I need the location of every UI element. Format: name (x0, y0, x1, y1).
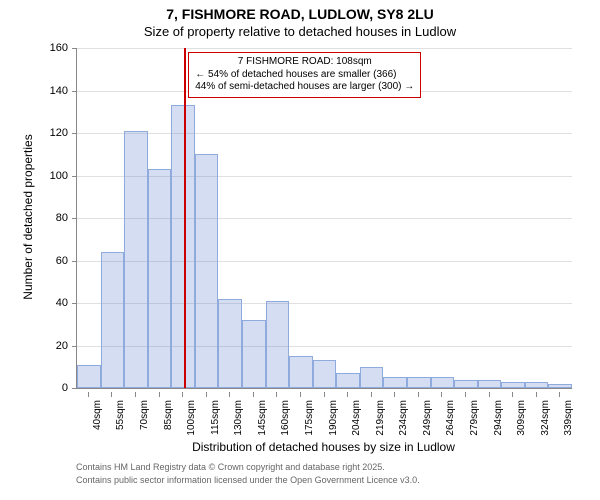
histogram-bar (360, 367, 384, 388)
histogram-bar (454, 380, 478, 389)
x-tick-mark (324, 392, 325, 397)
x-tick-mark (371, 392, 372, 397)
y-tick-mark (72, 388, 77, 389)
y-tick-mark (72, 218, 77, 219)
y-tick-label: 0 (62, 382, 68, 394)
x-tick-label: 234sqm (398, 400, 409, 436)
x-tick-label: 115sqm (210, 400, 221, 435)
y-tick-label: 80 (56, 212, 68, 224)
plot-area: 7 FISHMORE ROAD: 108sqm← 54% of detached… (76, 48, 572, 389)
x-tick-label: 219sqm (375, 400, 386, 436)
histogram-bar (501, 382, 525, 388)
x-tick-label: 145sqm (257, 400, 268, 436)
y-tick-mark (72, 261, 77, 262)
x-tick-mark (276, 392, 277, 397)
x-tick-mark (206, 392, 207, 397)
y-tick-label: 120 (50, 127, 68, 139)
x-tick-label: 324sqm (540, 400, 551, 436)
x-tick-mark (300, 392, 301, 397)
x-tick-mark (394, 392, 395, 397)
footer-line-2: Contains public sector information licen… (76, 475, 420, 485)
x-tick-labels: 40sqm 55sqm 70sqm 85sqm 100sqm 115sqm 130sqm 14… (76, 392, 571, 442)
histogram-bar (383, 377, 407, 388)
histogram-bar (548, 384, 572, 388)
x-tick-mark (159, 392, 160, 397)
x-tick-label: 294sqm (493, 400, 504, 436)
x-tick-label: 204sqm (351, 400, 362, 436)
y-tick-label: 20 (56, 340, 68, 352)
histogram-bar (266, 301, 290, 388)
histogram-bar (478, 380, 502, 389)
x-tick-mark (253, 392, 254, 397)
histogram-bar (77, 365, 101, 388)
histogram-bar (525, 382, 549, 388)
histogram-bar (171, 105, 195, 388)
histogram-bar (124, 131, 148, 388)
y-tick-mark (72, 91, 77, 92)
x-tick-mark (229, 392, 230, 397)
histogram-bar (101, 252, 125, 388)
gridline (77, 133, 572, 134)
x-tick-label: 175sqm (304, 400, 315, 436)
y-tick-label: 60 (56, 255, 68, 267)
x-tick-label: 100sqm (186, 400, 197, 436)
x-tick-mark (418, 392, 419, 397)
y-tick-mark (72, 303, 77, 304)
x-tick-label: 249sqm (422, 400, 433, 436)
x-tick-mark (559, 392, 560, 397)
x-tick-mark (465, 392, 466, 397)
chart-title-sub: Size of property relative to detached ho… (0, 24, 600, 39)
x-tick-label: 40sqm (92, 400, 103, 430)
histogram-bar (289, 356, 313, 388)
x-tick-label: 70sqm (139, 400, 150, 430)
histogram-bar (218, 299, 242, 388)
x-tick-label: 309sqm (516, 400, 527, 436)
histogram-bar (407, 377, 431, 388)
x-tick-label: 130sqm (233, 400, 244, 436)
x-tick-label: 190sqm (328, 400, 339, 436)
chart-title-main: 7, FISHMORE ROAD, LUDLOW, SY8 2LU (0, 6, 600, 22)
x-tick-label: 339sqm (563, 400, 574, 436)
x-tick-label: 160sqm (280, 400, 291, 436)
y-tick-mark (72, 48, 77, 49)
x-tick-mark (135, 392, 136, 397)
annotation-line: 7 FISHMORE ROAD: 108sqm (195, 56, 414, 69)
x-tick-mark (88, 392, 89, 397)
x-tick-mark (182, 392, 183, 397)
y-tick-mark (72, 346, 77, 347)
x-axis-label: Distribution of detached houses by size … (76, 440, 571, 454)
chart-container: 7, FISHMORE ROAD, LUDLOW, SY8 2LU Size o… (0, 0, 600, 500)
footer-line-1: Contains HM Land Registry data © Crown c… (76, 462, 385, 472)
annotation-line: 44% of semi-detached houses are larger (… (195, 81, 414, 94)
x-tick-label: 85sqm (163, 400, 174, 430)
histogram-bar (242, 320, 266, 388)
x-tick-mark (111, 392, 112, 397)
annotation-box: 7 FISHMORE ROAD: 108sqm← 54% of detached… (188, 52, 421, 98)
y-tick-mark (72, 133, 77, 134)
x-tick-label: 279sqm (469, 400, 480, 436)
histogram-bar (195, 154, 219, 388)
y-tick-label: 140 (50, 85, 68, 97)
gridline (77, 48, 572, 49)
x-tick-mark (512, 392, 513, 397)
y-tick-mark (72, 176, 77, 177)
x-tick-label: 55sqm (115, 400, 126, 430)
y-tick-label: 40 (56, 297, 68, 309)
x-tick-mark (489, 392, 490, 397)
y-tick-label: 100 (50, 170, 68, 182)
y-tick-label: 160 (50, 42, 68, 54)
reference-line (184, 48, 186, 388)
histogram-bar (313, 360, 337, 388)
annotation-line: ← 54% of detached houses are smaller (36… (195, 69, 414, 82)
histogram-bar (336, 373, 360, 388)
histogram-bar (431, 377, 455, 388)
y-tick-labels: 020406080100120140160 (0, 48, 72, 388)
x-tick-mark (536, 392, 537, 397)
x-tick-mark (347, 392, 348, 397)
x-tick-mark (441, 392, 442, 397)
x-tick-label: 264sqm (445, 400, 456, 436)
histogram-bar (148, 169, 172, 388)
